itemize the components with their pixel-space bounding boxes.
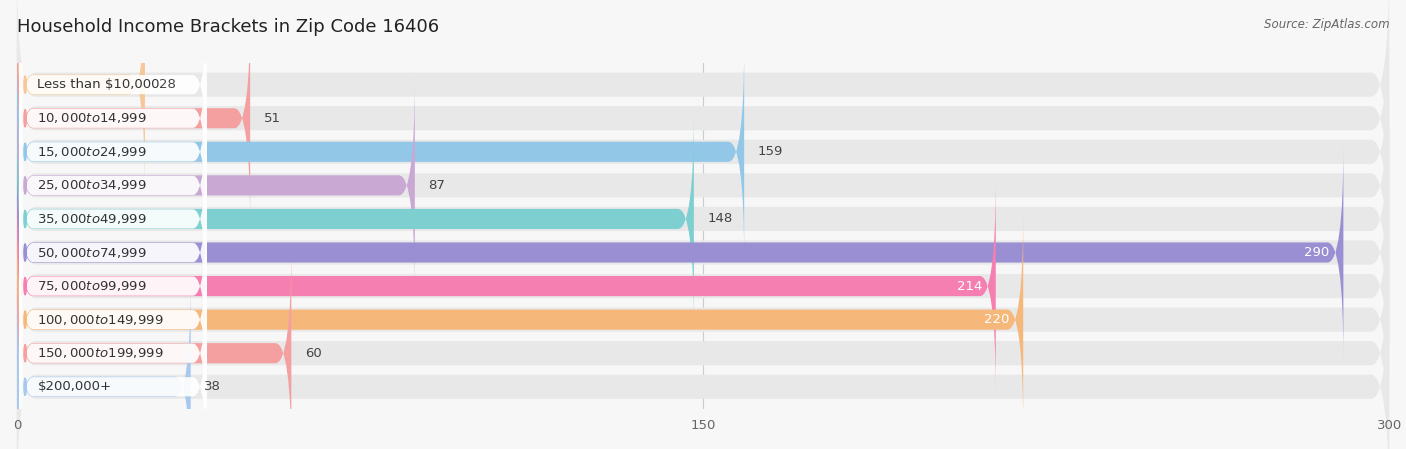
FancyBboxPatch shape — [17, 145, 1343, 360]
Circle shape — [24, 210, 27, 228]
FancyBboxPatch shape — [17, 97, 1389, 341]
Text: 159: 159 — [758, 145, 783, 158]
Circle shape — [24, 378, 27, 396]
Text: Household Income Brackets in Zip Code 16406: Household Income Brackets in Zip Code 16… — [17, 18, 439, 36]
FancyBboxPatch shape — [17, 0, 1389, 207]
Text: $75,000 to $99,999: $75,000 to $99,999 — [38, 279, 148, 293]
Text: Less than $10,000: Less than $10,000 — [38, 78, 160, 91]
FancyBboxPatch shape — [17, 78, 415, 293]
FancyBboxPatch shape — [17, 164, 1389, 408]
Text: 28: 28 — [159, 78, 176, 91]
Circle shape — [24, 177, 27, 194]
Text: 38: 38 — [204, 380, 221, 393]
FancyBboxPatch shape — [20, 128, 207, 310]
FancyBboxPatch shape — [17, 130, 1389, 374]
FancyBboxPatch shape — [20, 161, 207, 343]
FancyBboxPatch shape — [17, 231, 1389, 449]
FancyBboxPatch shape — [17, 212, 1024, 427]
FancyBboxPatch shape — [20, 94, 207, 277]
FancyBboxPatch shape — [17, 279, 191, 449]
FancyBboxPatch shape — [20, 295, 207, 449]
Text: $35,000 to $49,999: $35,000 to $49,999 — [38, 212, 148, 226]
Text: 220: 220 — [984, 313, 1010, 326]
Circle shape — [24, 244, 27, 261]
Circle shape — [24, 143, 27, 160]
FancyBboxPatch shape — [20, 0, 207, 176]
FancyBboxPatch shape — [20, 195, 207, 377]
Text: $15,000 to $24,999: $15,000 to $24,999 — [38, 145, 148, 159]
Text: 214: 214 — [956, 280, 981, 293]
Text: $10,000 to $14,999: $10,000 to $14,999 — [38, 111, 148, 125]
Circle shape — [24, 311, 27, 328]
FancyBboxPatch shape — [17, 63, 1389, 308]
FancyBboxPatch shape — [17, 264, 1389, 449]
Text: $25,000 to $34,999: $25,000 to $34,999 — [38, 178, 148, 192]
FancyBboxPatch shape — [20, 262, 207, 445]
Circle shape — [24, 344, 27, 362]
Text: 60: 60 — [305, 347, 322, 360]
FancyBboxPatch shape — [17, 44, 744, 259]
FancyBboxPatch shape — [17, 0, 145, 192]
FancyBboxPatch shape — [17, 11, 250, 226]
Text: $200,000+: $200,000+ — [38, 380, 111, 393]
Text: 51: 51 — [264, 112, 281, 125]
FancyBboxPatch shape — [17, 246, 291, 449]
Text: 290: 290 — [1305, 246, 1330, 259]
FancyBboxPatch shape — [17, 198, 1389, 442]
Circle shape — [24, 110, 27, 127]
Text: Source: ZipAtlas.com: Source: ZipAtlas.com — [1264, 18, 1389, 31]
FancyBboxPatch shape — [17, 0, 1389, 240]
Circle shape — [24, 76, 27, 93]
Text: $100,000 to $149,999: $100,000 to $149,999 — [38, 313, 165, 326]
FancyBboxPatch shape — [20, 27, 207, 209]
FancyBboxPatch shape — [17, 179, 995, 393]
Text: 87: 87 — [429, 179, 446, 192]
Text: $150,000 to $199,999: $150,000 to $199,999 — [38, 346, 165, 360]
FancyBboxPatch shape — [17, 30, 1389, 274]
Text: 148: 148 — [707, 212, 733, 225]
Text: $50,000 to $74,999: $50,000 to $74,999 — [38, 246, 148, 260]
FancyBboxPatch shape — [20, 61, 207, 243]
FancyBboxPatch shape — [17, 111, 693, 326]
FancyBboxPatch shape — [20, 229, 207, 411]
Circle shape — [24, 277, 27, 295]
